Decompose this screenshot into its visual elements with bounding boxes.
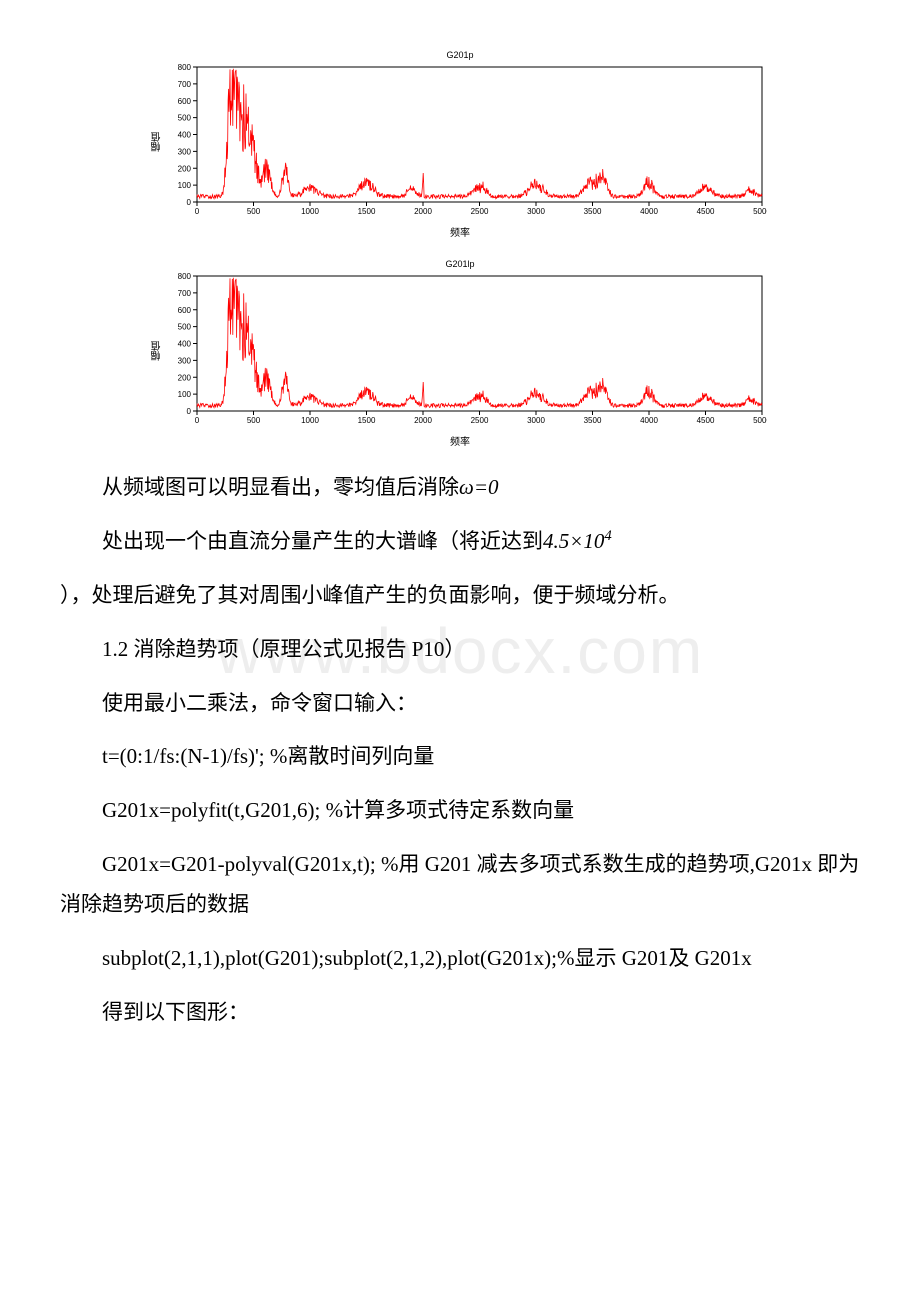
svg-text:4500: 4500 bbox=[697, 416, 715, 425]
paragraph-1: 从频域图可以明显看出，零均值后消除ω=0 bbox=[60, 468, 860, 508]
svg-text:3000: 3000 bbox=[527, 416, 545, 425]
chart-1-xlabel: 频率 bbox=[150, 224, 770, 239]
chart-1-plot: 0500100015002000250030003500400045005000… bbox=[167, 62, 767, 222]
svg-text:0: 0 bbox=[195, 416, 200, 425]
paragraph-10: 得到以下图形： bbox=[60, 993, 860, 1033]
svg-text:700: 700 bbox=[178, 289, 192, 298]
svg-text:4000: 4000 bbox=[640, 207, 658, 216]
svg-text:500: 500 bbox=[178, 114, 192, 123]
paragraph-5: 使用最小二乘法，命令窗口输入： bbox=[60, 684, 860, 724]
svg-text:0: 0 bbox=[187, 407, 192, 416]
svg-text:4000: 4000 bbox=[640, 416, 658, 425]
code-line-3: G201x=G201-polyval(G201x,t); %用 G201 减去多… bbox=[60, 845, 860, 925]
p1-text-a: 从频域图可以明显看出，零均值后消除 bbox=[102, 475, 459, 499]
svg-text:2000: 2000 bbox=[414, 207, 432, 216]
paragraph-4: 1.2 消除趋势项（原理公式见报告 P10） bbox=[60, 630, 860, 670]
svg-text:300: 300 bbox=[178, 147, 192, 156]
p2-math-base: 4.5×10 bbox=[543, 529, 604, 553]
chart-2-ylabel: 幅值 bbox=[150, 341, 165, 361]
svg-text:200: 200 bbox=[178, 373, 192, 382]
code-line-2: G201x=polyfit(t,G201,6); %计算多项式待定系数向量 bbox=[60, 791, 860, 831]
p1-math: ω=0 bbox=[459, 475, 499, 499]
svg-text:0: 0 bbox=[187, 198, 192, 207]
chart-2-plot: 0500100015002000250030003500400045005000… bbox=[167, 271, 767, 431]
chart-2-xlabel: 频率 bbox=[150, 433, 770, 448]
svg-text:1500: 1500 bbox=[358, 416, 376, 425]
chart-2: G201lp 幅值 050010001500200025003000350040… bbox=[150, 259, 770, 448]
svg-text:2000: 2000 bbox=[414, 416, 432, 425]
paragraph-2: 处出现一个由直流分量产生的大谱峰（将近达到4.5×104 bbox=[60, 522, 860, 562]
svg-text:600: 600 bbox=[178, 97, 192, 106]
svg-text:3000: 3000 bbox=[527, 207, 545, 216]
svg-text:400: 400 bbox=[178, 340, 192, 349]
svg-text:200: 200 bbox=[178, 164, 192, 173]
code-line-4: subplot(2,1,1),plot(G201);subplot(2,1,2)… bbox=[60, 939, 860, 979]
svg-text:2500: 2500 bbox=[471, 416, 489, 425]
svg-text:0: 0 bbox=[195, 207, 200, 216]
code-line-1: t=(0:1/fs:(N-1)/fs)'; %离散时间列向量 bbox=[60, 737, 860, 777]
svg-text:800: 800 bbox=[178, 63, 192, 72]
svg-text:100: 100 bbox=[178, 390, 192, 399]
svg-text:800: 800 bbox=[178, 272, 192, 281]
svg-text:500: 500 bbox=[247, 207, 261, 216]
svg-text:1000: 1000 bbox=[301, 416, 319, 425]
chart-1-ylabel: 幅值 bbox=[150, 132, 165, 152]
svg-text:2500: 2500 bbox=[471, 207, 489, 216]
svg-text:4500: 4500 bbox=[697, 207, 715, 216]
svg-text:700: 700 bbox=[178, 80, 192, 89]
svg-text:1000: 1000 bbox=[301, 207, 319, 216]
chart-1: G201p 幅值 0500100015002000250030003500400… bbox=[150, 50, 770, 239]
p2-text-a: 处出现一个由直流分量产生的大谱峰（将近达到 bbox=[102, 529, 543, 553]
page-content: G201p 幅值 0500100015002000250030003500400… bbox=[60, 50, 860, 1033]
svg-text:500: 500 bbox=[178, 323, 192, 332]
svg-text:5000: 5000 bbox=[753, 416, 767, 425]
svg-text:600: 600 bbox=[178, 306, 192, 315]
svg-text:300: 300 bbox=[178, 356, 192, 365]
svg-text:500: 500 bbox=[247, 416, 261, 425]
svg-text:3500: 3500 bbox=[584, 416, 602, 425]
chart-2-title: G201lp bbox=[150, 259, 770, 269]
p2-math-exp: 4 bbox=[604, 528, 611, 544]
svg-text:5000: 5000 bbox=[753, 207, 767, 216]
chart-1-title: G201p bbox=[150, 50, 770, 60]
svg-text:400: 400 bbox=[178, 131, 192, 140]
paragraph-3: ），处理后避免了其对周围小峰值产生的负面影响，便于频域分析。 bbox=[60, 576, 860, 616]
svg-text:1500: 1500 bbox=[358, 207, 376, 216]
svg-text:100: 100 bbox=[178, 181, 192, 190]
svg-text:3500: 3500 bbox=[584, 207, 602, 216]
